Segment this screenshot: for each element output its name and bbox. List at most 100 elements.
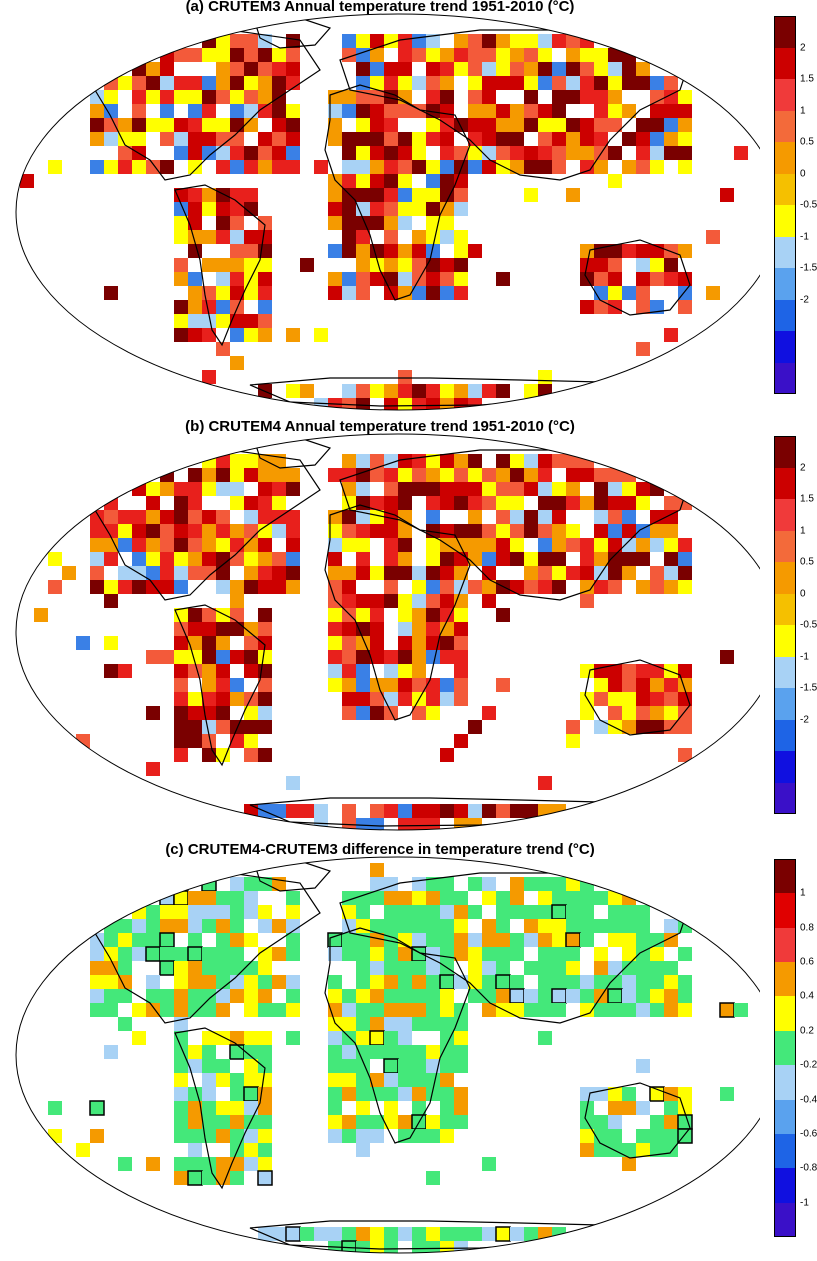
grid-cell [342, 1059, 356, 1073]
grid-cell [566, 90, 580, 104]
grid-cell [454, 678, 468, 692]
grid-cell [146, 566, 160, 580]
grid-cell [244, 664, 258, 678]
grid-cell [244, 202, 258, 216]
grid-cell [146, 933, 160, 947]
grid-cell [608, 496, 622, 510]
grid-cell [188, 230, 202, 244]
grid-cell [230, 877, 244, 891]
grid-cell [678, 580, 692, 594]
grid-cell [244, 1073, 258, 1087]
grid-cell [454, 975, 468, 989]
grid-cell [566, 961, 580, 975]
grid-cell [370, 1003, 384, 1017]
grid-cell [510, 524, 524, 538]
grid-cell [636, 1143, 650, 1157]
grid-cell [216, 664, 230, 678]
grid-cell [538, 1031, 552, 1045]
grid-cell [482, 90, 496, 104]
grid-cell [328, 1129, 342, 1143]
grid-cell [510, 905, 524, 919]
grid-cell [398, 989, 412, 1003]
grid-cell [272, 919, 286, 933]
grid-cell [482, 804, 496, 818]
grid-cell [216, 76, 230, 90]
grid-cell [454, 496, 468, 510]
grid-cell [286, 104, 300, 118]
grid-cell [496, 482, 510, 496]
grid-cell [412, 1073, 426, 1087]
grid-cell [468, 160, 482, 174]
grid-cell [510, 1227, 524, 1241]
grid-cell [370, 877, 384, 891]
grid-cell [370, 132, 384, 146]
grid-cell [384, 933, 398, 947]
grid-cell [482, 989, 496, 1003]
grid-cell [230, 622, 244, 636]
grid-cell [356, 1241, 370, 1253]
grid-cell [174, 482, 188, 496]
grid-cell [398, 664, 412, 678]
grid-cell [398, 650, 412, 664]
grid-cell [622, 905, 636, 919]
grid-cell [202, 566, 216, 580]
grid-cell [622, 76, 636, 90]
grid-cell [510, 160, 524, 174]
grid-cell [440, 933, 454, 947]
grid-cell [538, 104, 552, 118]
grid-cell [216, 34, 230, 48]
grid-cell [580, 989, 594, 1003]
panel-b: (b) CRUTEM4 Annual temperature trend 195… [0, 418, 817, 838]
grid-cell [272, 1003, 286, 1017]
grid-cell [174, 524, 188, 538]
colorbar-label: 1 [800, 525, 806, 536]
grid-cell [454, 608, 468, 622]
grid-cell [622, 1101, 636, 1115]
grid-cell [244, 580, 258, 594]
grid-cell [524, 580, 538, 594]
grid-cell [272, 1227, 286, 1241]
grid-cell [174, 1003, 188, 1017]
grid-cell [440, 905, 454, 919]
grid-cell [272, 104, 286, 118]
grid-cell [636, 1101, 650, 1115]
grid-cell [328, 1059, 342, 1073]
grid-cell [342, 146, 356, 160]
grid-cell [272, 118, 286, 132]
grid-cell [678, 678, 692, 692]
grid-cell [174, 919, 188, 933]
grid-cell [328, 398, 342, 410]
grid-cell [216, 1059, 230, 1073]
grid-cell [384, 1073, 398, 1087]
grid-cell [356, 258, 370, 272]
grid-cell [146, 496, 160, 510]
grid-cell [188, 1045, 202, 1059]
grid-cell [594, 104, 608, 118]
grid-cell [356, 1129, 370, 1143]
grid-cell [398, 1031, 412, 1045]
grid-cell [216, 272, 230, 286]
grid-cell [426, 1017, 440, 1031]
grid-cell [384, 692, 398, 706]
grid-cell [426, 580, 440, 594]
grid-cell [244, 496, 258, 510]
grid-cell [216, 891, 230, 905]
grid-cell [678, 146, 692, 160]
grid-cell [188, 961, 202, 975]
grid-cell [356, 692, 370, 706]
grid-cell [566, 975, 580, 989]
grid-cell [258, 552, 272, 566]
grid-cell [538, 132, 552, 146]
colorbar-label: 1 [800, 887, 806, 899]
grid-cell [258, 608, 272, 622]
grid-cell [706, 230, 720, 244]
grid-cell [384, 1227, 398, 1241]
grid-cell [412, 76, 426, 90]
grid-cell [216, 202, 230, 216]
grid-cell [538, 566, 552, 580]
grid-cell [356, 552, 370, 566]
grid-cell [454, 244, 468, 258]
grid-cell [678, 160, 692, 174]
grid-cell [538, 538, 552, 552]
grid-cell [188, 905, 202, 919]
